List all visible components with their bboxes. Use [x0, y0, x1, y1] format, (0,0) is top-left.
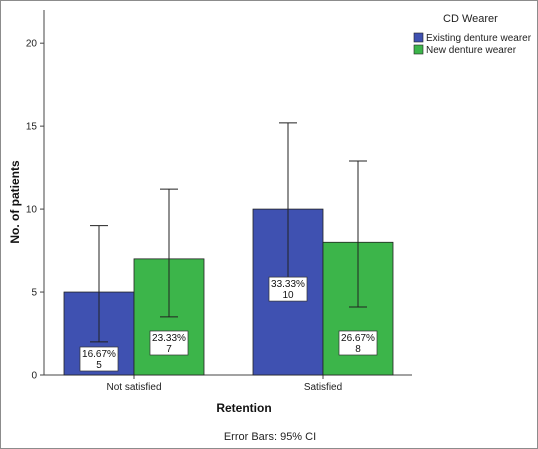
data-label-count: 10: [282, 290, 294, 301]
x-axis-title: Retention: [216, 401, 271, 415]
x-tick-label: Satisfied: [304, 382, 342, 393]
data-label-box: [149, 330, 189, 356]
data-label-box: [268, 276, 308, 302]
legend-swatch: [413, 32, 424, 43]
legend-title: CD Wearer: [443, 13, 498, 25]
y-tick-label: 10: [26, 205, 38, 216]
data-label-percent: 16.67%: [82, 349, 116, 360]
data-label-box: [79, 346, 119, 372]
legend-label: New denture wearer: [426, 45, 517, 56]
data-label-box: [338, 330, 378, 356]
error-bars-footnote: Error Bars: 95% CI: [224, 431, 316, 443]
y-tick-label: 15: [26, 122, 38, 133]
legend-label: Existing denture wearer: [426, 33, 532, 44]
y-tick-label: 0: [31, 371, 37, 382]
y-tick-label: 20: [26, 39, 38, 50]
data-label-count: 7: [166, 344, 172, 355]
y-axis-title: No. of patients: [8, 160, 22, 244]
data-label-percent: 26.67%: [341, 333, 375, 344]
x-tick-label: Not satisfied: [106, 382, 161, 393]
data-label-percent: 33.33%: [271, 279, 305, 290]
legend-swatch: [413, 44, 424, 55]
data-label-percent: 23.33%: [152, 333, 186, 344]
data-labels: 16.67%5 33.33%10 23.33%7 26.67%8: [79, 276, 378, 372]
data-label-count: 8: [355, 344, 361, 355]
y-tick-label: 5: [31, 288, 37, 299]
data-label-count: 5: [96, 360, 102, 371]
